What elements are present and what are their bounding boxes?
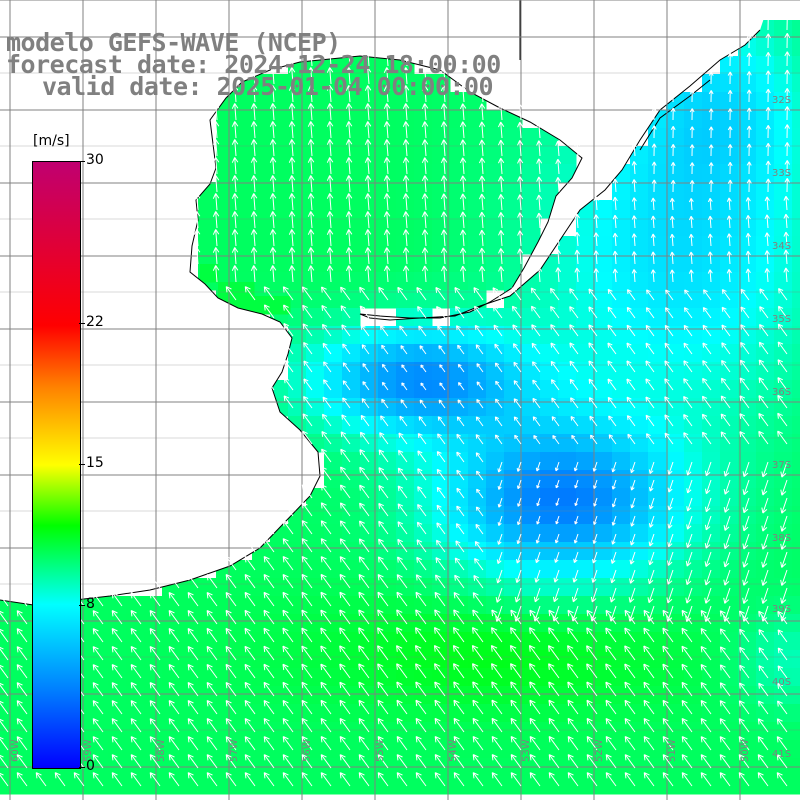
longitude-label: 52W — [594, 739, 605, 762]
colorbar-tick-mark — [79, 464, 85, 465]
colorbar-tick-label: 8 — [86, 596, 95, 613]
valid-date: valid date: 2025-01-04 00:00:00 — [42, 72, 494, 101]
latitude-label: 32S — [772, 95, 791, 106]
colorbar-tick-label: 0 — [86, 758, 95, 774]
longitude-label: 58W — [156, 739, 167, 762]
longitude-label: 53W — [521, 739, 532, 762]
forecast-date: forecast date: 2024-12-24 18:00:00 — [6, 50, 501, 79]
colorbar-tick-mark — [79, 767, 85, 768]
colorbar-tick-mark — [79, 605, 85, 607]
latitude-label: 40S — [772, 677, 791, 688]
longitude-label: 59W — [83, 739, 94, 762]
longitude-label: 55W — [375, 739, 386, 762]
coordinate-labels: 32S 33S 34S 35S 36S 37S 38S 39S 40S 41S 60W 59W 58W 5… — [10, 95, 791, 762]
colorbar — [32, 161, 81, 769]
colorbar-tick-label: 22 — [86, 313, 104, 330]
colorbar-unit: [m/s] — [33, 133, 70, 149]
latitude-label: 36S — [772, 387, 791, 398]
longitude-label: 56W — [302, 739, 313, 762]
latitude-label: 35S — [772, 314, 791, 325]
latitude-label: 34S — [772, 241, 791, 252]
colorbar-tick-label: 15 — [86, 455, 104, 471]
colorbar-tick-mark — [79, 322, 85, 324]
latitude-label: 33S — [772, 168, 791, 179]
latitude-label: 37S — [772, 460, 791, 471]
longitude-label: 60W — [10, 739, 21, 762]
latitude-label: 39S — [772, 604, 791, 615]
model-title: modelo GEFS-WAVE (NCEP) — [6, 28, 341, 57]
longitude-label: 51W — [667, 739, 678, 762]
longitude-label: 54W — [448, 739, 459, 762]
longitude-label: 57W — [229, 739, 240, 762]
colorbar-tick-label: 30 — [86, 152, 104, 168]
latitude-label: 38S — [772, 533, 791, 544]
longitude-label: 50W — [740, 739, 751, 762]
latitude-label: 41S — [772, 749, 791, 760]
colorbar-tick-mark — [79, 161, 85, 162]
